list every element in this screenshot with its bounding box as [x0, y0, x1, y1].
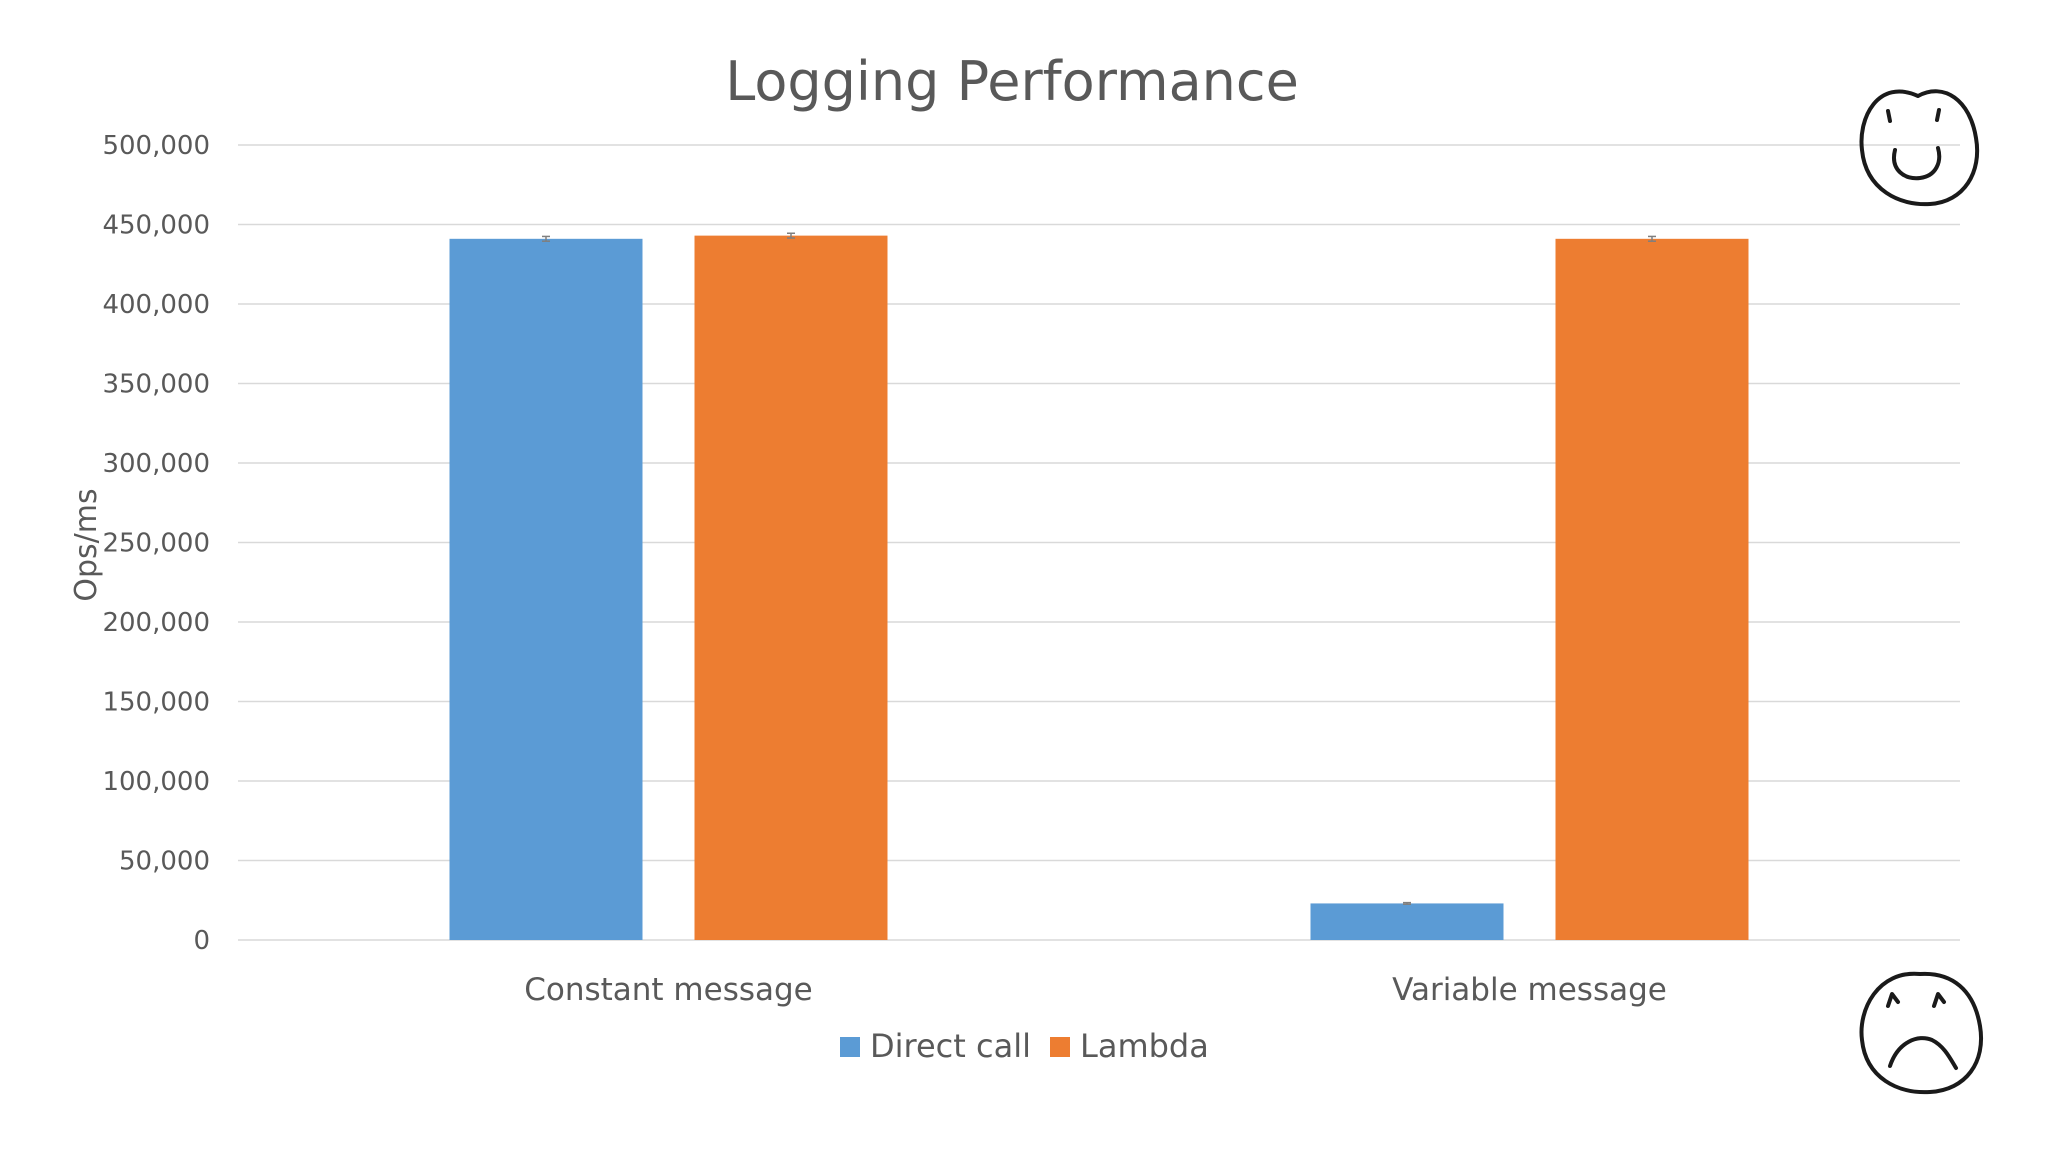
legend-label: Direct call: [870, 1027, 1031, 1065]
y-tick-label: 250,000: [102, 529, 210, 559]
y-tick-label: 200,000: [102, 608, 210, 638]
x-tick-label: Constant message: [524, 972, 813, 1008]
frowny-face-icon: [1859, 971, 1983, 1095]
bar-direct-call-1: [1310, 903, 1504, 940]
y-tick-label: 400,000: [102, 290, 210, 320]
y-tick-label: 150,000: [102, 688, 210, 718]
x-tick-labels: Constant message Variable message: [524, 972, 1667, 1008]
chart-title: Logging Performance: [725, 50, 1299, 113]
y-tick-label: 0: [193, 926, 210, 956]
y-tick-label: 350,000: [102, 370, 210, 400]
legend-label: Lambda: [1080, 1027, 1209, 1065]
error-bars: [542, 232, 1656, 905]
y-axis-label: Ops/ms: [69, 488, 104, 601]
bar-lambda-1: [1555, 238, 1749, 940]
y-tick-label: 50,000: [119, 847, 210, 877]
bar-direct-call-0: [449, 238, 643, 940]
y-tick-label: 300,000: [102, 449, 210, 479]
y-tick-label: 450,000: [102, 211, 210, 241]
x-tick-label: Variable message: [1392, 972, 1667, 1008]
smiley-face-icon: [1859, 89, 1980, 207]
legend-swatch: [1050, 1037, 1070, 1057]
bars: [449, 235, 1749, 940]
bar-lambda-0: [694, 235, 888, 940]
legend-swatch: [840, 1037, 860, 1057]
y-tick-label: 500,000: [102, 131, 210, 161]
y-tick-label: 100,000: [102, 767, 210, 797]
y-tick-labels: 0 50,000 100,000 150,000 200,000 250,000 300,0…: [102, 131, 210, 956]
legend: Direct call Lambda: [840, 1027, 1209, 1065]
